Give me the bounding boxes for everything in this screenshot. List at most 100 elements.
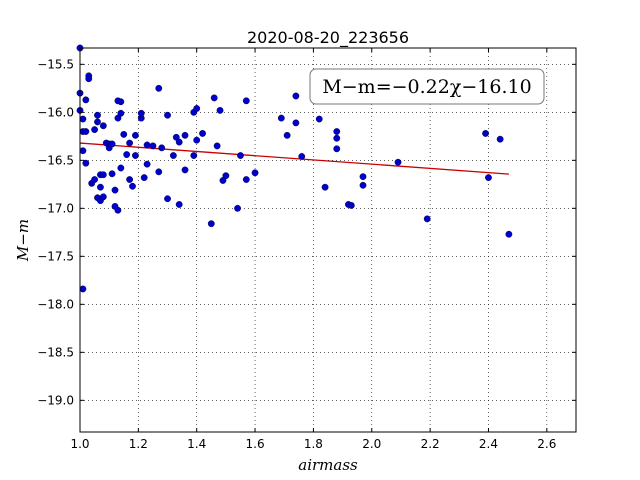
data-point bbox=[482, 130, 489, 137]
data-point bbox=[117, 109, 125, 117]
data-point bbox=[143, 160, 151, 168]
data-point bbox=[137, 109, 145, 117]
data-point bbox=[237, 152, 244, 159]
data-point bbox=[164, 195, 171, 203]
data-point bbox=[155, 84, 163, 92]
data-point bbox=[155, 168, 163, 176]
y-tick-label: −18.5 bbox=[37, 345, 74, 359]
data-point bbox=[485, 174, 492, 182]
data-point bbox=[108, 170, 116, 178]
data-point bbox=[193, 136, 201, 144]
tick-layer bbox=[79, 48, 576, 432]
fit-equation-frame bbox=[309, 68, 545, 105]
data-point bbox=[242, 176, 250, 183]
data-point bbox=[158, 144, 166, 152]
data-point bbox=[277, 114, 285, 122]
y-axis-label: M−m bbox=[14, 219, 32, 262]
plot-frame bbox=[79, 47, 577, 433]
data-point bbox=[120, 130, 128, 138]
data-point bbox=[181, 131, 189, 139]
data-point bbox=[181, 166, 189, 174]
x-tick-label: 1.8 bbox=[304, 437, 323, 451]
x-tick-label: 1.2 bbox=[129, 437, 148, 451]
data-point bbox=[111, 186, 119, 194]
x-tick-label: 1.6 bbox=[246, 437, 265, 451]
data-point bbox=[175, 138, 183, 146]
data-point bbox=[251, 169, 259, 177]
y-tick-label: −16.5 bbox=[37, 153, 74, 167]
fit-equation-box: M−m=−0.22χ−16.10 bbox=[309, 68, 545, 105]
data-point bbox=[94, 111, 101, 119]
x-tick-label: 2.4 bbox=[479, 437, 498, 451]
data-point bbox=[91, 176, 98, 183]
data-point bbox=[79, 115, 87, 123]
data-point bbox=[132, 152, 139, 159]
data-point bbox=[359, 173, 367, 181]
data-point bbox=[207, 220, 215, 228]
data-point bbox=[82, 128, 90, 135]
data-point bbox=[85, 75, 93, 83]
data-point bbox=[99, 171, 107, 179]
data-point bbox=[114, 206, 122, 214]
x-axis-label: airmass bbox=[298, 456, 358, 474]
x-tick-labels: 1.0 1.2 1.4 1.6 1.8 2.0 2.2 2.4 2.6 bbox=[70, 437, 556, 451]
data-point bbox=[193, 105, 201, 112]
data-point bbox=[126, 176, 134, 183]
data-point bbox=[117, 98, 125, 106]
data-point bbox=[210, 94, 218, 102]
x-tick-label: 2.6 bbox=[537, 437, 556, 451]
data-point bbox=[175, 201, 183, 208]
data-point bbox=[91, 126, 98, 134]
data-point bbox=[149, 142, 157, 150]
data-point bbox=[315, 115, 323, 123]
y-tick-label: −19.0 bbox=[37, 393, 74, 407]
data-point bbox=[126, 139, 134, 147]
data-point bbox=[242, 97, 250, 105]
x-tick-label: 2.0 bbox=[362, 437, 381, 451]
data-point bbox=[132, 131, 139, 139]
data-point bbox=[169, 152, 177, 159]
data-point bbox=[117, 164, 125, 172]
data-point bbox=[129, 182, 136, 190]
data-point bbox=[99, 193, 107, 201]
data-point bbox=[79, 285, 87, 293]
fit-equation-text: M−m=−0.22χ−16.10 bbox=[322, 76, 531, 98]
y-tick-label: −15.5 bbox=[37, 57, 74, 71]
data-point bbox=[496, 135, 504, 143]
x-tick-label: 2.2 bbox=[421, 437, 440, 451]
data-point bbox=[505, 230, 513, 238]
data-point bbox=[234, 204, 241, 212]
data-point bbox=[143, 141, 151, 149]
data-point bbox=[99, 122, 107, 130]
data-point bbox=[94, 118, 101, 126]
chart-title: 2020-08-20_223656 bbox=[247, 28, 409, 48]
data-point bbox=[140, 174, 148, 182]
data-point bbox=[333, 134, 341, 142]
data-point bbox=[333, 145, 341, 153]
data-point bbox=[298, 153, 306, 160]
data-point bbox=[190, 152, 198, 159]
data-point bbox=[82, 159, 90, 167]
data-point bbox=[164, 111, 171, 119]
data-point bbox=[347, 202, 355, 209]
x-tick-label: 1.0 bbox=[70, 437, 89, 451]
data-point bbox=[359, 181, 367, 189]
data-point bbox=[108, 140, 116, 148]
data-point bbox=[97, 183, 104, 191]
data-point bbox=[333, 128, 341, 135]
data-point bbox=[222, 172, 230, 180]
y-tick-label: −17.5 bbox=[37, 249, 74, 263]
data-point bbox=[283, 131, 291, 139]
y-tick-label: −17.0 bbox=[37, 201, 74, 215]
data-point bbox=[292, 119, 300, 127]
data-point bbox=[213, 142, 221, 150]
point-layer bbox=[76, 44, 513, 293]
y-tick-label: −16.0 bbox=[37, 105, 74, 119]
data-point bbox=[292, 92, 300, 100]
data-point bbox=[216, 107, 224, 114]
y-tick-labels: −15.5 −16.0 −16.5 −17.0 −17.5 −18.0 −18.5 −19.0 bbox=[37, 57, 74, 407]
data-point bbox=[321, 183, 329, 191]
data-point bbox=[79, 147, 87, 155]
